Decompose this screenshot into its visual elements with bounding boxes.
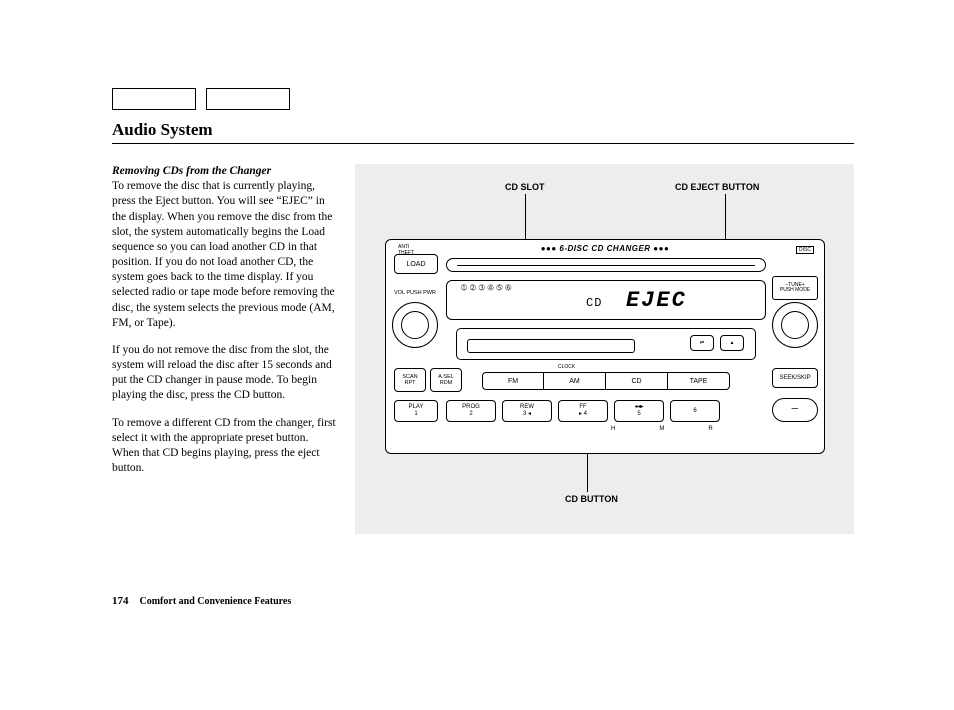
preset-6-button[interactable]: 6 xyxy=(670,400,720,422)
radio-faceplate: ANTI THEFT DISC ●●● 6-DISC CD CHANGER ●●… xyxy=(385,239,825,454)
body-text-column: Removing CDs from the Changer To remove … xyxy=(112,164,337,534)
cd-button[interactable]: CD xyxy=(606,372,668,390)
cd-slot[interactable] xyxy=(446,258,766,272)
vol-label: VOL PUSH PWR xyxy=(394,290,436,296)
callout-cd-eject: CD EJECT BUTTON xyxy=(675,182,759,192)
page-number: 174 xyxy=(112,595,129,607)
logo-box-1 xyxy=(112,88,196,110)
scan-rpt-button[interactable]: SCAN RPT xyxy=(394,368,426,392)
asel-rdm-button[interactable]: A.SEL RDM xyxy=(430,368,462,392)
disc-logo: DISC xyxy=(796,246,814,254)
load-button[interactable]: LOAD xyxy=(394,254,438,274)
seek-skip-button[interactable]: SEEK/SKIP xyxy=(772,368,818,388)
callout-cd-slot: CD SLOT xyxy=(505,182,545,192)
display-cd-text: CD xyxy=(586,296,602,310)
paragraph-3: To remove a different CD from the change… xyxy=(112,416,337,477)
am-button[interactable]: AM xyxy=(544,372,606,390)
preset-5-button[interactable]: ◂◂▸5 xyxy=(614,400,664,422)
preset-2-button[interactable]: PROG2 xyxy=(446,400,496,422)
preset-buttons: PROG2 REW3 ◂ FF▸ 4 ◂◂▸5 6 xyxy=(446,400,720,422)
hmr-labels: HMR xyxy=(611,426,713,432)
tune-knob[interactable] xyxy=(772,302,818,348)
subheading: Removing CDs from the Changer xyxy=(112,165,271,177)
cassette-reverse-button[interactable]: ⇄ xyxy=(690,335,714,351)
minus-button[interactable]: − xyxy=(772,398,818,422)
fm-button[interactable]: FM xyxy=(482,372,544,390)
disc-indicators: ➀➁➂➃➄➅ xyxy=(461,284,514,292)
logo-box-2 xyxy=(206,88,290,110)
cd-eject-button[interactable]: ▲ xyxy=(720,335,744,351)
volume-knob[interactable] xyxy=(392,302,438,348)
callout-cd-button: CD BUTTON xyxy=(565,494,618,504)
tune-mode-button[interactable]: −TUNE+ PUSH MODE xyxy=(772,276,818,300)
page-footer: 174 Comfort and Convenience Features xyxy=(112,595,291,607)
display-ejec-text: EJEC xyxy=(626,288,687,313)
paragraph-2: If you do not remove the disc from the s… xyxy=(112,343,337,404)
paragraph-1: To remove the disc that is currently pla… xyxy=(112,180,335,329)
play-1-button[interactable]: PLAY 1 xyxy=(394,400,438,422)
tape-button[interactable]: TAPE xyxy=(668,372,730,390)
logo-boxes xyxy=(112,88,884,110)
page-title: Audio System xyxy=(112,120,854,144)
preset-3-button[interactable]: REW3 ◂ xyxy=(502,400,552,422)
radio-diagram: CD SLOT CD EJECT BUTTON CD BUTTON ANTI T… xyxy=(355,164,854,534)
mode-buttons: FM AM CD TAPE xyxy=(482,372,730,390)
cd-changer-label: ●●● 6-DISC CD CHANGER ●●● xyxy=(541,244,670,253)
preset-4-button[interactable]: FF▸ 4 xyxy=(558,400,608,422)
clock-label: CLOCK xyxy=(558,364,575,370)
footer-section: Comfort and Convenience Features xyxy=(140,596,292,607)
